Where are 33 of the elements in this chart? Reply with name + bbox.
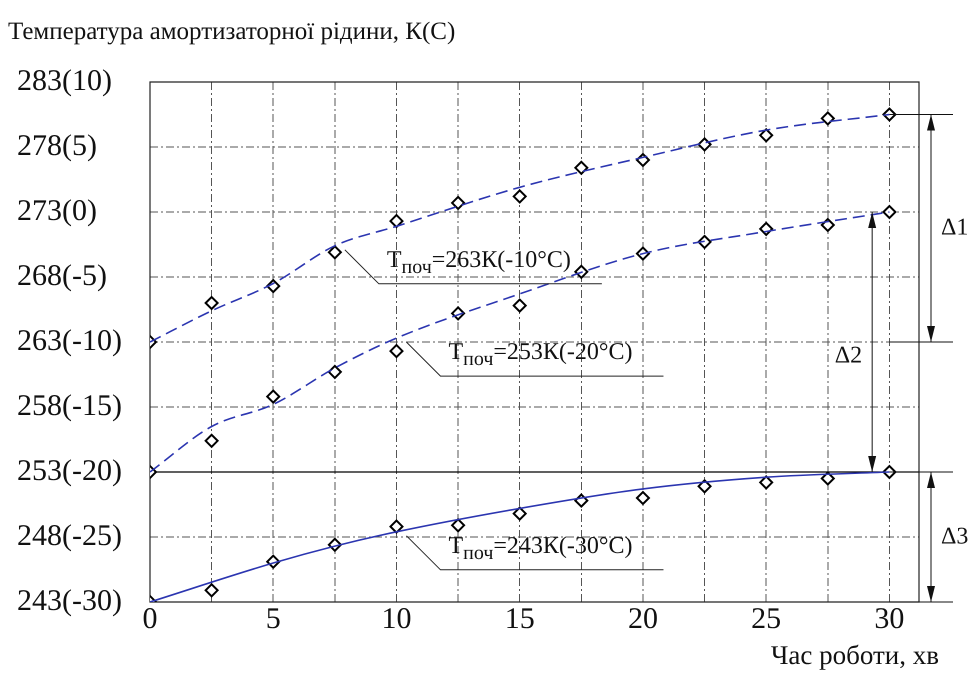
- chart-title: Температура амортизаторної рідини, К(С): [8, 18, 456, 46]
- y-tick-label: 243: [17, 584, 62, 617]
- y-tick-label: 273: [17, 194, 62, 227]
- y2-tick-label: (-20): [62, 454, 122, 487]
- annotation: T$_{поч}$=243К(-30°C): [448, 532, 633, 566]
- x-tick-label: 30: [874, 602, 904, 635]
- text: Δ3: [941, 523, 968, 550]
- y2-tick-label: (-30): [62, 584, 122, 617]
- x-tick-label: 20: [628, 602, 658, 635]
- annotation: Δ2: [834, 342, 862, 368]
- y-tick-label: 283: [17, 64, 62, 97]
- y2-tick-label: (-15): [62, 388, 122, 422]
- y2-tick-label: (-25): [62, 518, 122, 552]
- text: Δ1: [941, 214, 968, 241]
- annotation: T$_{поч}$=253К(-20°C): [448, 338, 633, 372]
- y2-tick-label: (0): [62, 194, 97, 227]
- x-tick-label: 15: [504, 602, 535, 635]
- y-tick-label: 263: [17, 324, 62, 357]
- y-tick-label: 258: [17, 388, 62, 422]
- x-tick-label: 5: [266, 602, 281, 635]
- annotation: T$_{поч}$=263К(-10°C): [386, 246, 571, 280]
- y2-tick-label: (10): [62, 64, 112, 97]
- y-tick-label: 268: [17, 258, 62, 292]
- y-tick-label: 248: [17, 518, 62, 552]
- y2-tick-label: (-10): [62, 324, 122, 357]
- x-tick-label: 25: [751, 602, 782, 635]
- x-tick-label: 0: [142, 602, 158, 635]
- y-tick-label: 253: [17, 454, 62, 487]
- y-tick-label: 278: [17, 128, 62, 162]
- y2-tick-label: (-5): [62, 258, 107, 292]
- x-axis-title: Час роботи, хв: [770, 640, 939, 671]
- y2-tick-label: (5): [62, 128, 97, 162]
- x-tick-label: 10: [381, 602, 412, 635]
